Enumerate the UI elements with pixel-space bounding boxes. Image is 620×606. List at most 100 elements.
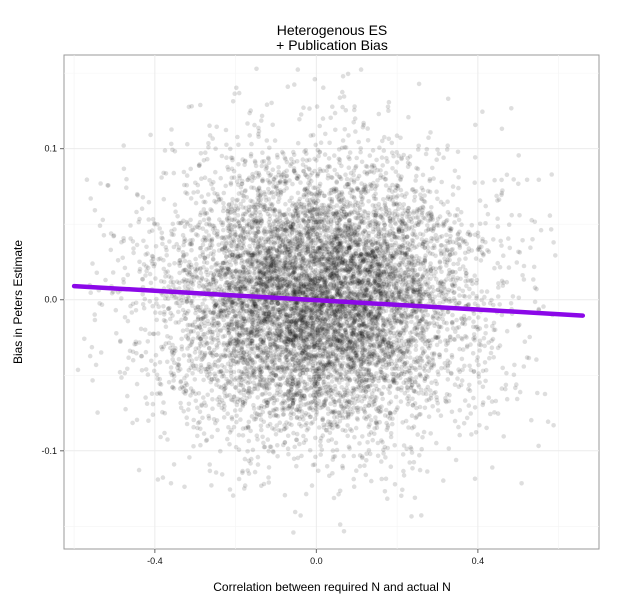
- scatter-point: [222, 260, 227, 266]
- scatter-point: [409, 237, 415, 243]
- scatter-point: [536, 177, 542, 183]
- scatter-point: [223, 385, 228, 391]
- scatter-point: [121, 143, 126, 148]
- scatter-point: [221, 317, 226, 323]
- scatter-point: [271, 413, 277, 418]
- scatter-point: [422, 376, 428, 382]
- scatter-point: [207, 462, 212, 467]
- scatter-point: [315, 317, 321, 323]
- scatter-point: [313, 384, 318, 389]
- scatter-point: [325, 375, 331, 380]
- scatter-point: [162, 430, 167, 436]
- scatter-point: [215, 269, 221, 274]
- scatter-point: [243, 188, 248, 193]
- scatter-point: [314, 355, 320, 360]
- scatter-point: [320, 335, 325, 341]
- scatter-point: [362, 342, 368, 348]
- scatter-point: [338, 403, 344, 409]
- scatter-point: [163, 324, 169, 330]
- scatter-point: [352, 116, 358, 121]
- scatter-point: [302, 260, 307, 266]
- scatter-point: [390, 349, 396, 355]
- scatter-point: [322, 362, 327, 368]
- scatter-point: [226, 285, 231, 291]
- scatter-point: [260, 310, 266, 316]
- scatter-point: [365, 138, 371, 143]
- scatter-point: [210, 329, 216, 335]
- scatter-point: [342, 215, 348, 220]
- scatter-point: [130, 420, 135, 426]
- scatter-point: [512, 362, 517, 368]
- scatter-point: [411, 276, 416, 282]
- scatter-point: [431, 320, 437, 326]
- scatter-point: [392, 347, 398, 353]
- scatter-point: [239, 346, 245, 351]
- scatter-point: [258, 318, 263, 323]
- scatter-point: [227, 253, 233, 258]
- scatter-point: [460, 264, 466, 269]
- scatter-point: [95, 410, 100, 415]
- scatter-point: [223, 308, 229, 314]
- scatter-point: [373, 191, 378, 196]
- scatter-point: [423, 253, 428, 258]
- scatter-point: [327, 350, 332, 356]
- scatter-point: [390, 272, 396, 277]
- scatter-point: [236, 162, 241, 167]
- scatter-point: [376, 231, 382, 237]
- scatter-point: [361, 122, 366, 128]
- scatter-point: [125, 272, 131, 278]
- scatter-point: [328, 225, 334, 230]
- scatter-point: [236, 90, 242, 96]
- scatter-point: [309, 483, 315, 488]
- scatter-point: [358, 406, 364, 411]
- scatter-point: [75, 367, 81, 373]
- scatter-point: [251, 314, 256, 320]
- scatter-point: [449, 371, 454, 377]
- scatter-point: [400, 218, 406, 223]
- scatter-point: [302, 263, 308, 269]
- scatter-point: [388, 257, 394, 263]
- scatter-point: [348, 356, 353, 361]
- scatter-point: [337, 352, 343, 357]
- scatter-point: [383, 290, 388, 296]
- scatter-point: [254, 288, 259, 294]
- scatter-point: [350, 385, 356, 391]
- scatter-point: [253, 234, 259, 239]
- scatter-point: [273, 432, 279, 437]
- scatter-point: [316, 306, 322, 312]
- scatter-point: [414, 308, 419, 313]
- scatter-point: [185, 346, 190, 351]
- scatter-point: [322, 398, 328, 404]
- scatter-point: [411, 308, 416, 314]
- scatter-point: [363, 258, 369, 264]
- scatter-point: [202, 352, 208, 358]
- scatter-point: [355, 353, 360, 358]
- scatter-point: [477, 221, 483, 227]
- scatter-point: [459, 378, 465, 383]
- scatter-point: [261, 228, 267, 233]
- scatter-point: [152, 261, 157, 267]
- scatter-point: [391, 215, 396, 221]
- scatter-point: [256, 270, 262, 275]
- scatter-point: [181, 242, 186, 248]
- scatter-point: [330, 214, 336, 220]
- scatter-point: [269, 300, 275, 306]
- scatter-point: [355, 342, 360, 348]
- scatter-point: [382, 372, 388, 378]
- scatter-point: [385, 265, 390, 270]
- scatter-point: [249, 309, 254, 315]
- scatter-point: [197, 419, 202, 425]
- scatter-point: [480, 180, 485, 185]
- scatter-point: [119, 296, 124, 301]
- scatter-point: [227, 379, 232, 385]
- scatter-point: [514, 396, 520, 402]
- scatter-point: [249, 178, 255, 184]
- scatter-point: [264, 102, 270, 107]
- scatter-point: [215, 364, 221, 369]
- scatter-point: [282, 300, 288, 305]
- scatter-point: [328, 316, 334, 322]
- scatter-point: [301, 358, 306, 364]
- scatter-point: [332, 167, 338, 173]
- scatter-point: [211, 272, 217, 277]
- scatter-point: [366, 313, 371, 319]
